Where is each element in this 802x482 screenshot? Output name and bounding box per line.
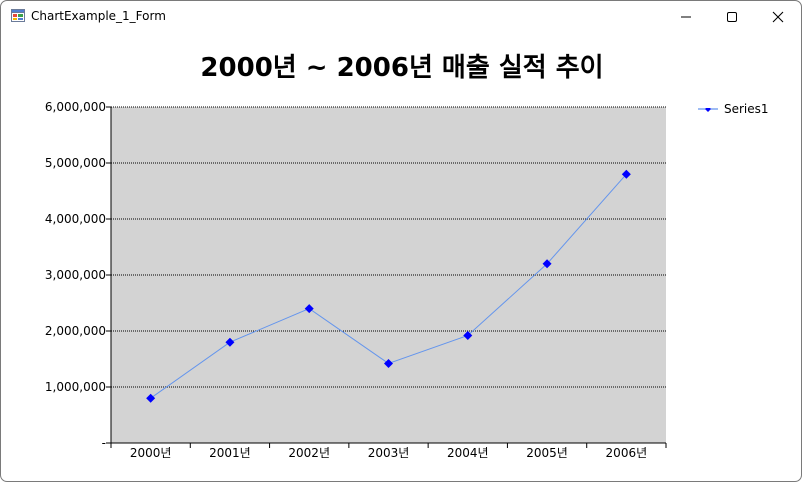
plot-area	[111, 107, 666, 443]
form-icon	[11, 9, 25, 22]
y-tick-label: 2,000,000	[45, 324, 106, 338]
legend-series-marker	[698, 108, 718, 112]
data-point-marker	[463, 330, 473, 340]
window-title: ChartExample_1_Form	[31, 9, 166, 23]
data-point-marker	[542, 259, 552, 269]
y-tick-label: 4,000,000	[45, 212, 106, 226]
x-tick-label: 2006년	[606, 446, 648, 460]
y-tick-label: -	[102, 436, 106, 450]
data-point-marker	[225, 337, 235, 347]
y-tick-label: 1,000,000	[45, 380, 106, 394]
y-tick-label: 6,000,000	[45, 100, 106, 114]
chart-title: 2000년 ~ 2006년 매출 실적 추이	[200, 53, 604, 83]
x-tick-label: 2004년	[447, 446, 489, 460]
legend-series-label: Series1	[724, 102, 769, 116]
maximize-button[interactable]	[709, 1, 755, 32]
close-button[interactable]	[755, 1, 801, 32]
minimize-icon	[681, 16, 691, 18]
data-point-marker	[384, 358, 393, 368]
x-tick-label: 2003년	[368, 446, 410, 460]
title-bar[interactable]: ChartExample_1_Form	[1, 1, 801, 32]
data-point-marker	[621, 169, 631, 179]
data-point-marker	[304, 304, 314, 314]
x-tick-label: 2005년	[526, 446, 568, 460]
y-tick-label: 5,000,000	[45, 156, 106, 170]
minimize-button[interactable]	[663, 1, 709, 32]
maximize-icon	[727, 12, 737, 22]
x-tick-label: 2002년	[288, 446, 330, 460]
x-tick-label: 2001년	[209, 446, 251, 460]
y-tick-label: 3,000,000	[45, 268, 106, 282]
x-tick-label: 2000년	[130, 446, 172, 460]
data-point-marker	[146, 393, 156, 403]
close-icon	[772, 11, 784, 23]
